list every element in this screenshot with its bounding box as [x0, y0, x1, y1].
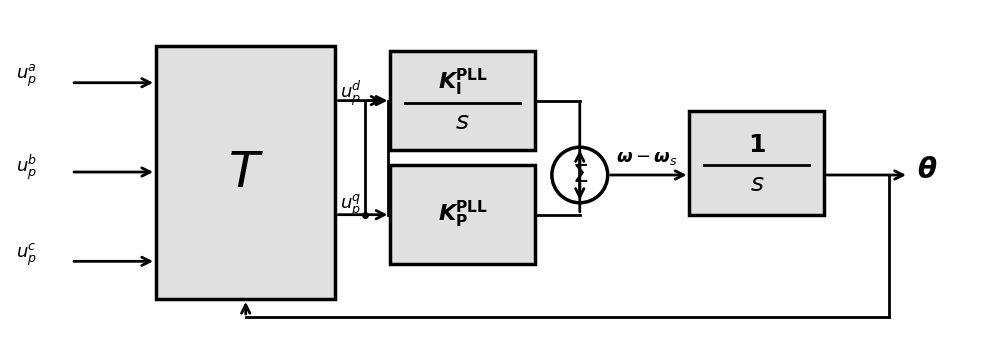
Text: $\boldsymbol{\mathit{u}}_p^{c}$: $\boldsymbol{\mathit{u}}_p^{c}$ [16, 241, 37, 268]
Text: $\boldsymbol{\mathit{s}}$: $\boldsymbol{\mathit{s}}$ [750, 173, 764, 196]
Text: $\boldsymbol{\mathit{u}}_p^{a}$: $\boldsymbol{\mathit{u}}_p^{a}$ [16, 63, 37, 89]
Circle shape [552, 147, 608, 203]
Text: $\boldsymbol{\mathit{u}}_p^d$: $\boldsymbol{\mathit{u}}_p^d$ [340, 79, 362, 108]
Bar [156, 46, 335, 299]
Text: $\boldsymbol{K}_{\mathbf{I}}^{\mathbf{PLL}}$: $\boldsymbol{K}_{\mathbf{I}}^{\mathbf{PL… [438, 67, 488, 98]
Text: $\mathbf{1}$: $\mathbf{1}$ [748, 133, 766, 157]
Text: $\boldsymbol{\theta}$: $\boldsymbol{\theta}$ [917, 156, 937, 184]
Text: $\boldsymbol{K}_{\mathbf{P}}^{\mathbf{PLL}}$: $\boldsymbol{K}_{\mathbf{P}}^{\mathbf{PL… [438, 199, 488, 230]
Text: $\boldsymbol{\omega} - \boldsymbol{\omega}_s$: $\boldsymbol{\omega} - \boldsymbol{\omeg… [616, 149, 678, 167]
Bar [390, 51, 535, 150]
Text: $\boldsymbol{\mathit{u}}_p^q$: $\boldsymbol{\mathit{u}}_p^q$ [340, 193, 362, 219]
Text: $\boldsymbol{\mathit{T}}$: $\boldsymbol{\mathit{T}}$ [228, 148, 264, 196]
Text: $\Sigma$: $\Sigma$ [572, 163, 588, 187]
Bar [390, 165, 535, 264]
Bar [689, 111, 824, 215]
Text: $\boldsymbol{\mathit{s}}$: $\boldsymbol{\mathit{s}}$ [455, 110, 470, 134]
Text: $\boldsymbol{\mathit{u}}_p^{b}$: $\boldsymbol{\mathit{u}}_p^{b}$ [16, 152, 37, 182]
